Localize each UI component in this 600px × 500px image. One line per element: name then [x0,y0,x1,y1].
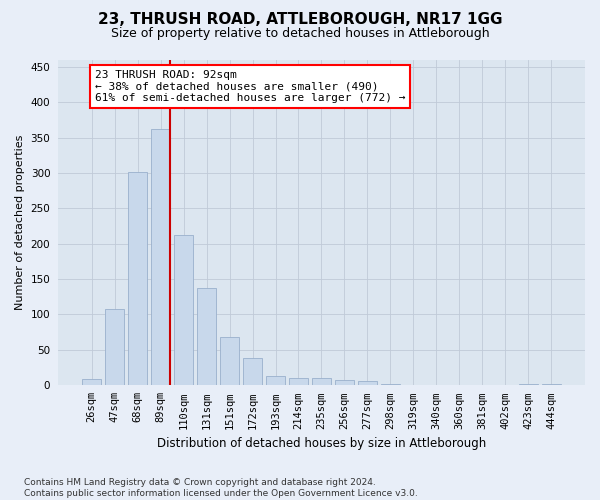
Bar [518,384,538,385]
Bar [128,172,148,385]
Bar [312,378,331,385]
Text: 23, THRUSH ROAD, ATTLEBOROUGH, NR17 1GG: 23, THRUSH ROAD, ATTLEBOROUGH, NR17 1GG [98,12,502,28]
Text: Contains HM Land Registry data © Crown copyright and database right 2024.
Contai: Contains HM Land Registry data © Crown c… [24,478,418,498]
Bar [197,288,217,385]
Y-axis label: Number of detached properties: Number of detached properties [15,135,25,310]
Bar [82,380,101,385]
Bar [220,337,239,385]
Bar [266,376,285,385]
Bar [380,384,400,385]
Bar [358,382,377,385]
Text: 23 THRUSH ROAD: 92sqm
← 38% of detached houses are smaller (490)
61% of semi-det: 23 THRUSH ROAD: 92sqm ← 38% of detached … [95,70,406,103]
Bar [335,380,354,385]
Bar [289,378,308,385]
Bar [243,358,262,385]
Bar [174,235,193,385]
Bar [542,384,561,385]
Bar [105,308,124,385]
Bar [151,129,170,385]
Text: Size of property relative to detached houses in Attleborough: Size of property relative to detached ho… [110,28,490,40]
X-axis label: Distribution of detached houses by size in Attleborough: Distribution of detached houses by size … [157,437,486,450]
